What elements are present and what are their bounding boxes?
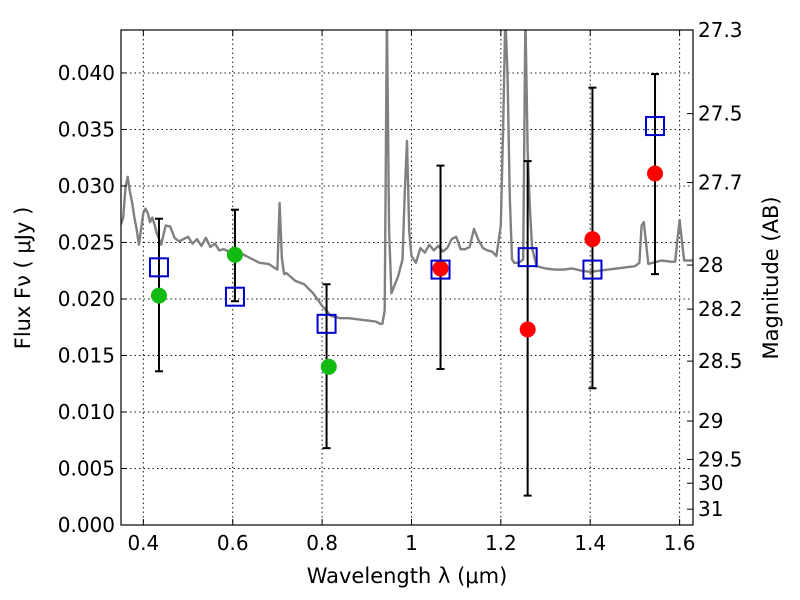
model-spectrum-line	[121, 30, 693, 325]
model-flux-square	[224, 286, 245, 307]
y-axis-ticks: 0.000 0.005 0.010 0.015 0.020 0.025 0.030 0.035…	[58, 61, 127, 537]
plot-area	[121, 30, 693, 497]
y2-tick-label: 28.5	[698, 349, 743, 373]
plot-frame	[120, 29, 694, 526]
x-tick-label: 0.4	[127, 531, 159, 555]
model-flux-square	[517, 247, 538, 268]
x-tick-label: 0.6	[217, 531, 249, 555]
data-point-circle	[584, 231, 601, 248]
y2-tick-label: 27.3	[698, 18, 743, 42]
y2-tick-label: 29	[698, 409, 723, 433]
y-tick-label: 0.030	[58, 174, 115, 198]
data-point-circle	[432, 260, 449, 277]
y2-tick-label: 27.5	[698, 102, 743, 126]
y-tick-label: 0.010	[58, 400, 115, 424]
y-tick-label: 0.005	[58, 456, 115, 480]
y2-tick-label: 27.7	[698, 171, 743, 195]
x-tick-label: 1	[405, 531, 418, 555]
x-tick-label: 1.4	[574, 531, 606, 555]
model-flux-square	[316, 313, 337, 334]
y-tick-label: 0.020	[58, 287, 115, 311]
y-tick-label: 0.040	[58, 61, 115, 85]
y-tick-label: 0.000	[58, 513, 115, 537]
x-axis-ticks: 0.4 0.6 0.8 1 1.2 1.4 1.6	[127, 30, 696, 555]
y2-tick-label: 29.5	[698, 447, 743, 471]
x-tick-label: 0.8	[306, 531, 338, 555]
model-flux-square	[148, 257, 169, 278]
data-point-circle	[320, 358, 337, 375]
x-tick-label: 1.2	[485, 531, 517, 555]
model-flux-square	[430, 259, 451, 280]
model-flux-square	[582, 259, 603, 280]
y-tick-label: 0.025	[58, 230, 115, 254]
y-tick-label: 0.015	[58, 343, 115, 367]
y2-tick-label: 28	[698, 253, 723, 277]
y-tick-label: 0.035	[58, 117, 115, 141]
data-point-circle	[150, 287, 167, 304]
x-tick-label: 1.6	[664, 531, 696, 555]
y-axis-label: Flux Fν ( μJy )	[11, 207, 35, 350]
grid	[121, 30, 693, 525]
data-point-circle	[519, 321, 536, 338]
y2-axis-label: Magnitude (AB)	[759, 196, 783, 359]
x-axis-label: Wavelength λ (μm)	[307, 564, 508, 588]
data-point-circle	[226, 246, 243, 263]
y2-tick-label: 30	[698, 471, 723, 495]
model-flux-square	[645, 116, 666, 137]
y2-tick-label: 31	[698, 497, 723, 521]
data-point-circle	[647, 165, 664, 182]
y2-tick-label: 28.2	[698, 297, 743, 321]
